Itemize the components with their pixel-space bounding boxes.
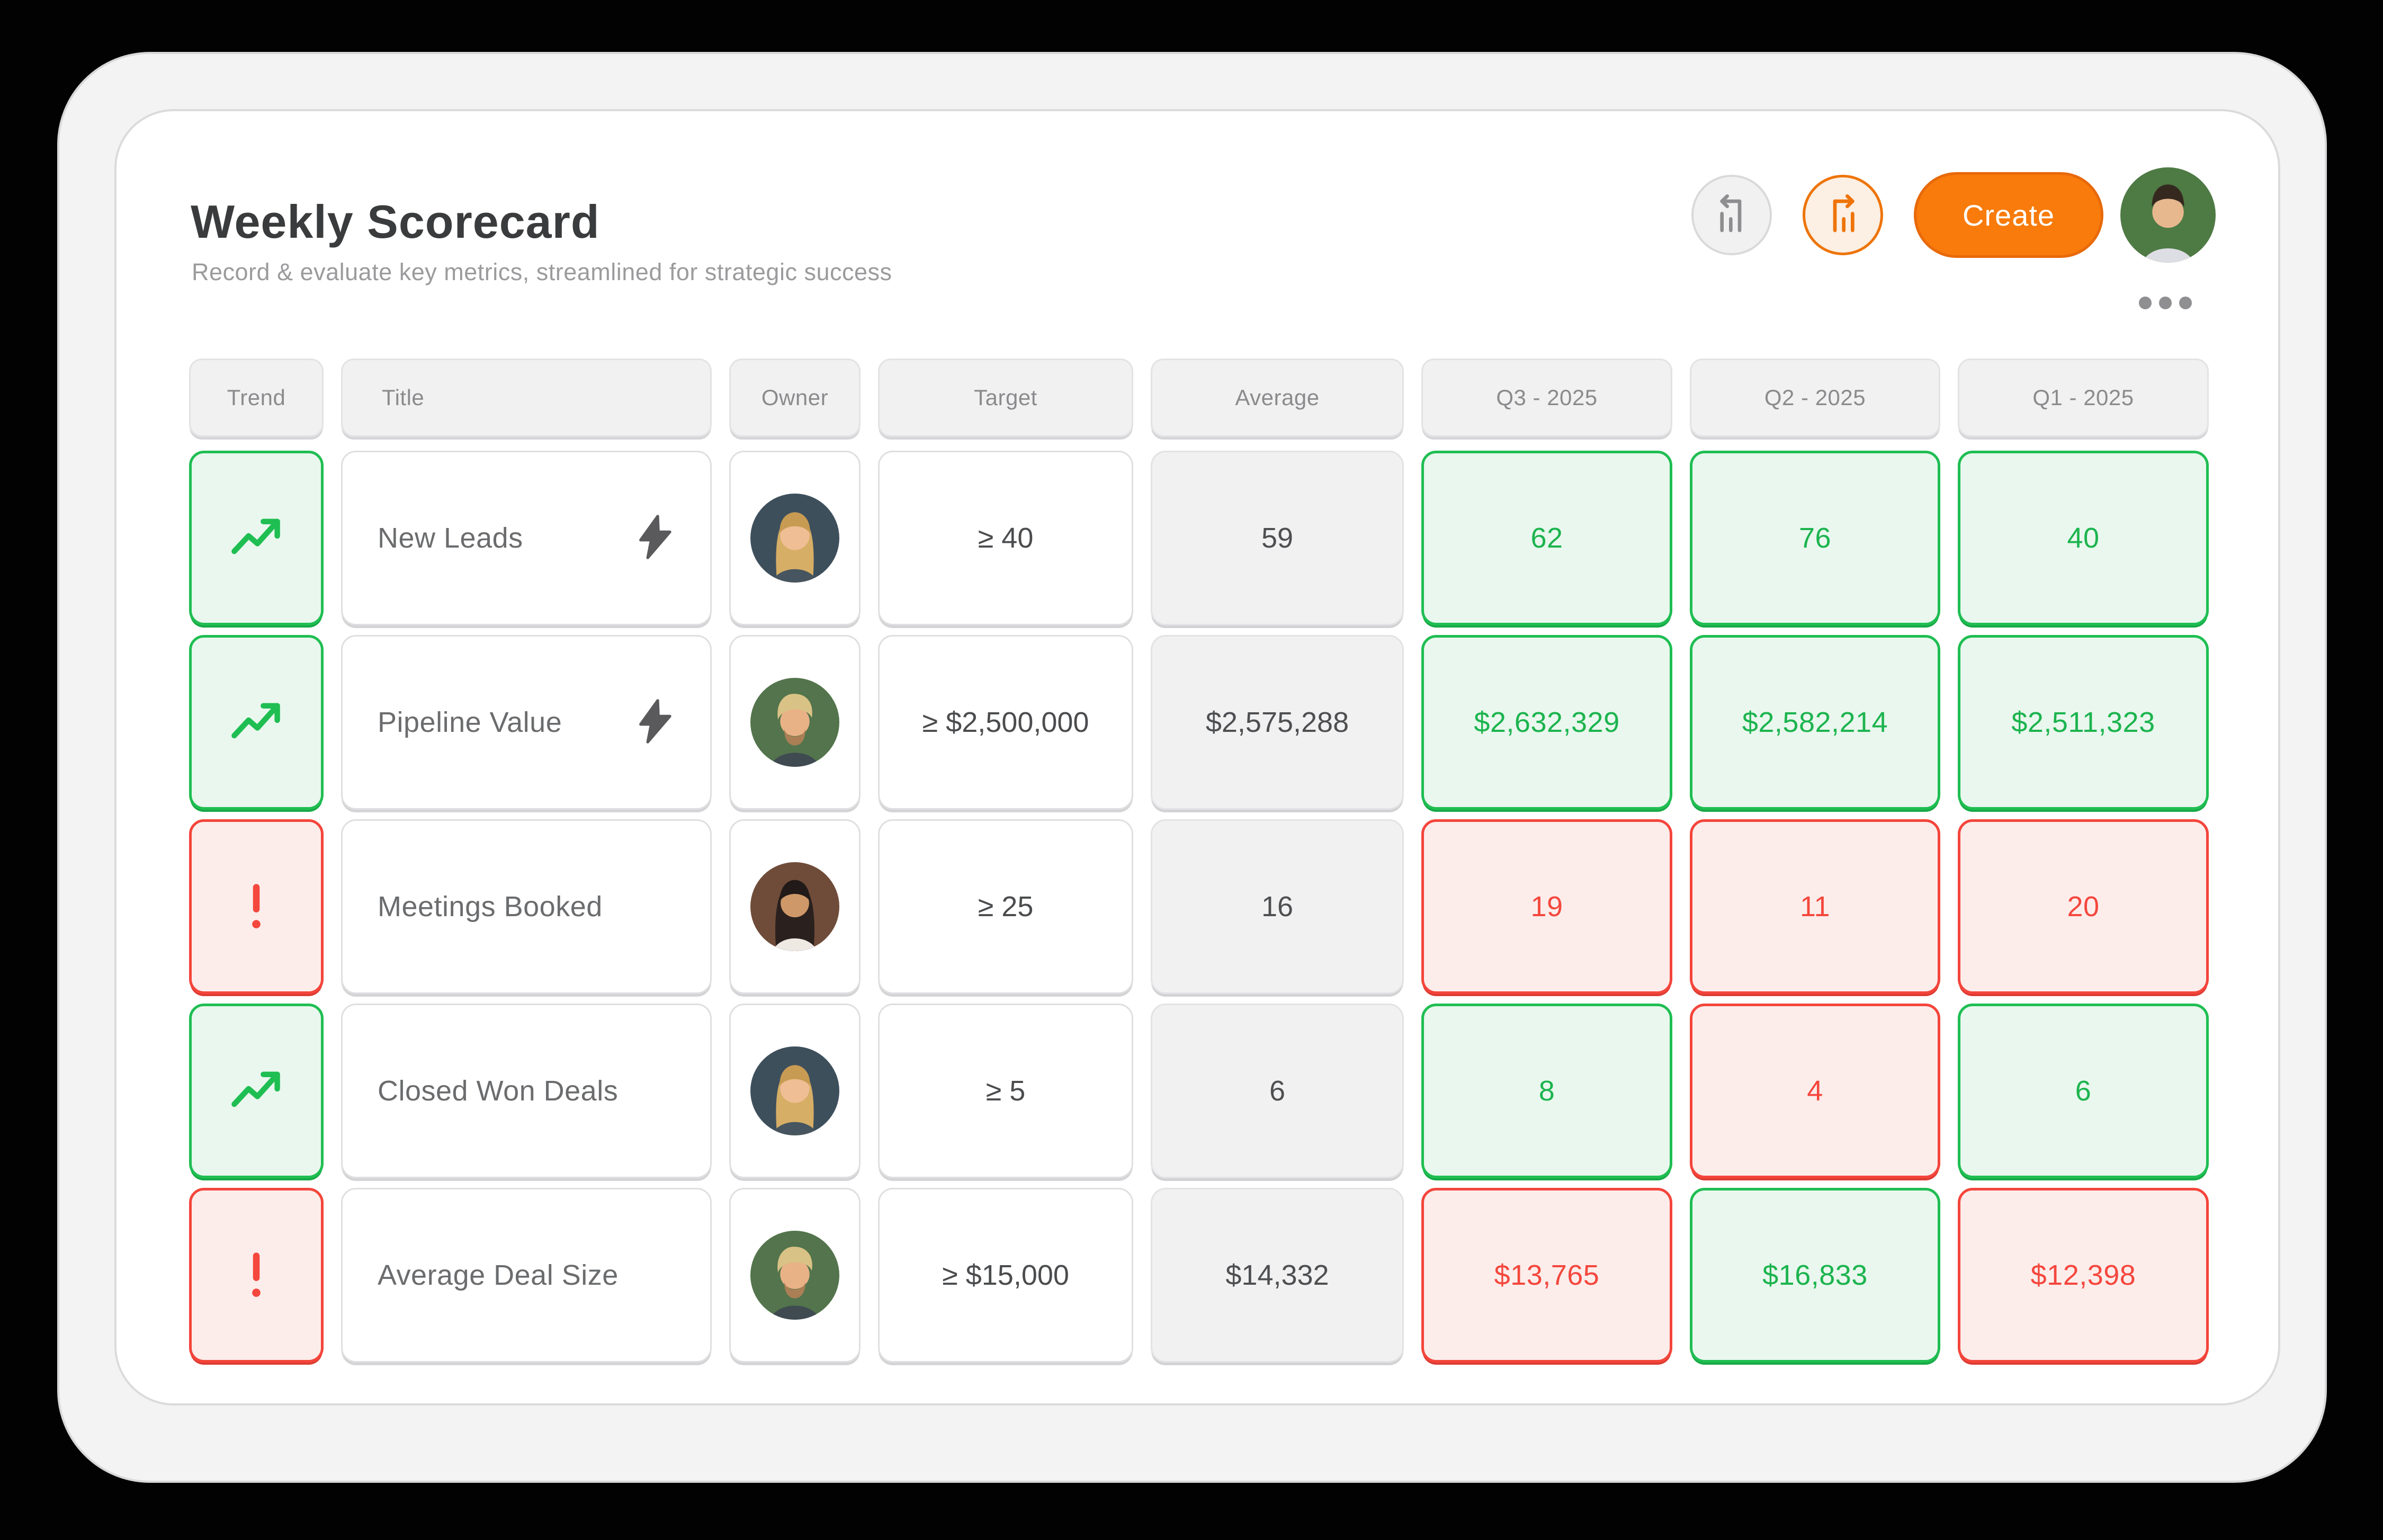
q3-value-cell[interactable]: 62: [1421, 451, 1672, 625]
trend-cell[interactable]: [189, 1004, 324, 1178]
q2-value-cell[interactable]: 76: [1690, 451, 1940, 625]
q2-value-cell[interactable]: 11: [1690, 819, 1940, 994]
average-value: 6: [1269, 1075, 1286, 1107]
target-value: ≥ 5: [986, 1075, 1026, 1107]
average-value: 59: [1261, 522, 1294, 554]
average-cell[interactable]: $14,332: [1151, 1188, 1404, 1363]
table-row: Meetings Booked ≥ 25 16 19 11 20: [189, 819, 2210, 994]
page-subtitle: Record & evaluate key metrics, streamlin…: [192, 258, 892, 285]
average-value: $2,575,288: [1205, 706, 1349, 738]
metric-title: Average Deal Size: [378, 1259, 619, 1291]
column-header-q2-2025[interactable]: Q2 - 2025: [1690, 359, 1940, 437]
owner-avatar: [750, 1046, 839, 1135]
owner-cell[interactable]: [729, 635, 861, 810]
q3-value-cell[interactable]: $13,765: [1421, 1188, 1672, 1363]
average-value: $14,332: [1225, 1259, 1329, 1291]
metric-title: Pipeline Value: [378, 706, 562, 738]
q3-value-cell[interactable]: 8: [1421, 1004, 1672, 1178]
trend-cell[interactable]: [189, 635, 324, 810]
metric-title-cell[interactable]: Pipeline Value: [341, 635, 712, 810]
trending-up-icon: [225, 1063, 288, 1119]
average-cell[interactable]: 16: [1151, 819, 1404, 994]
device-frame: Weekly Scorecard Record & evaluate key m…: [57, 52, 2327, 1483]
create-button[interactable]: Create: [1914, 172, 2103, 258]
column-header-owner[interactable]: Owner: [729, 359, 861, 437]
owner-cell[interactable]: [729, 451, 861, 625]
shift-right-button[interactable]: [1803, 175, 1883, 255]
exclamation-icon: [229, 878, 284, 936]
table-body: New Leads ≥ 40 59 62 76 40: [189, 451, 2210, 1363]
target-value: ≥ 25: [978, 891, 1034, 923]
trend-cell[interactable]: [189, 819, 324, 994]
table-row: New Leads ≥ 40 59 62 76 40: [189, 451, 2210, 625]
column-header-q3-2025[interactable]: Q3 - 2025: [1421, 359, 1672, 437]
q1-value-cell[interactable]: $2,511,323: [1958, 635, 2209, 810]
q1-value-cell[interactable]: 6: [1958, 1004, 2209, 1178]
metric-title: Meetings Booked: [378, 891, 603, 923]
column-header-target[interactable]: Target: [878, 359, 1133, 437]
target-cell[interactable]: ≥ 5: [878, 1004, 1133, 1178]
target-cell[interactable]: ≥ 40: [878, 451, 1133, 625]
metric-title-cell[interactable]: New Leads: [341, 451, 712, 625]
bars-arrow-right-icon: [1822, 193, 1864, 237]
average-cell[interactable]: 6: [1151, 1004, 1404, 1178]
trending-up-icon: [225, 695, 288, 750]
table-row: Pipeline Value ≥ $2,500,000 $2,575,288 $…: [189, 635, 2210, 810]
table-header-row: Trend Title Owner Target Average Q3 - 20…: [189, 359, 2210, 437]
metric-title-cell[interactable]: Closed Won Deals: [341, 1004, 712, 1178]
more-options-button[interactable]: [2136, 293, 2195, 312]
exclamation-icon: [229, 1247, 284, 1304]
page-header: Weekly Scorecard Record & evaluate key m…: [191, 195, 892, 286]
lightning-bolt-icon: [631, 697, 679, 748]
target-value: ≥ $15,000: [942, 1259, 1069, 1291]
owner-avatar: [750, 494, 839, 583]
target-cell[interactable]: ≥ $15,000: [878, 1188, 1133, 1363]
shift-left-button[interactable]: [1691, 175, 1772, 255]
owner-cell[interactable]: [729, 1188, 861, 1363]
scorecard-table: Trend Title Owner Target Average Q3 - 20…: [189, 359, 2210, 1363]
column-header-trend[interactable]: Trend: [189, 359, 324, 437]
target-value: ≥ $2,500,000: [922, 706, 1089, 738]
column-header-average[interactable]: Average: [1151, 359, 1404, 437]
app-window: Weekly Scorecard Record & evaluate key m…: [114, 109, 2280, 1405]
owner-avatar: [750, 678, 839, 767]
metric-title-cell[interactable]: Average Deal Size: [341, 1188, 712, 1363]
page-title: Weekly Scorecard: [191, 195, 600, 248]
bars-arrow-left-icon: [1710, 193, 1753, 237]
q2-value-cell[interactable]: $2,582,214: [1690, 635, 1940, 810]
average-cell[interactable]: 59: [1151, 451, 1404, 625]
metric-title-cell[interactable]: Meetings Booked: [341, 819, 712, 994]
average-cell[interactable]: $2,575,288: [1151, 635, 1404, 810]
metric-title: New Leads: [378, 522, 523, 554]
owner-cell[interactable]: [729, 1004, 861, 1178]
column-header-title[interactable]: Title: [341, 359, 712, 437]
q2-value-cell[interactable]: $16,833: [1690, 1188, 1940, 1363]
user-avatar-photo: [2120, 167, 2216, 263]
q1-value-cell[interactable]: 20: [1958, 819, 2209, 994]
table-row: Closed Won Deals ≥ 5 6 8 4 6: [189, 1004, 2210, 1178]
owner-avatar: [750, 862, 839, 951]
header-actions: Create: [1691, 167, 2216, 263]
trending-up-icon: [225, 511, 288, 566]
column-header-q1-2025[interactable]: Q1 - 2025: [1958, 359, 2209, 437]
table-row: Average Deal Size ≥ $15,000 $14,332 $13,…: [189, 1188, 2210, 1363]
target-cell[interactable]: ≥ $2,500,000: [878, 635, 1133, 810]
lightning-bolt-icon: [631, 513, 679, 564]
target-cell[interactable]: ≥ 25: [878, 819, 1133, 994]
ellipsis-icon: [2139, 297, 2192, 309]
q3-value-cell[interactable]: 19: [1421, 819, 1672, 994]
user-avatar[interactable]: [2120, 167, 2216, 263]
q1-value-cell[interactable]: 40: [1958, 451, 2209, 625]
q3-value-cell[interactable]: $2,632,329: [1421, 635, 1672, 810]
trend-cell[interactable]: [189, 451, 324, 625]
owner-cell[interactable]: [729, 819, 861, 994]
metric-title: Closed Won Deals: [378, 1075, 619, 1107]
target-value: ≥ 40: [978, 522, 1034, 554]
q2-value-cell[interactable]: 4: [1690, 1004, 1940, 1178]
trend-cell[interactable]: [189, 1188, 324, 1363]
average-value: 16: [1261, 891, 1294, 923]
owner-avatar: [750, 1231, 839, 1320]
q1-value-cell[interactable]: $12,398: [1958, 1188, 2209, 1363]
